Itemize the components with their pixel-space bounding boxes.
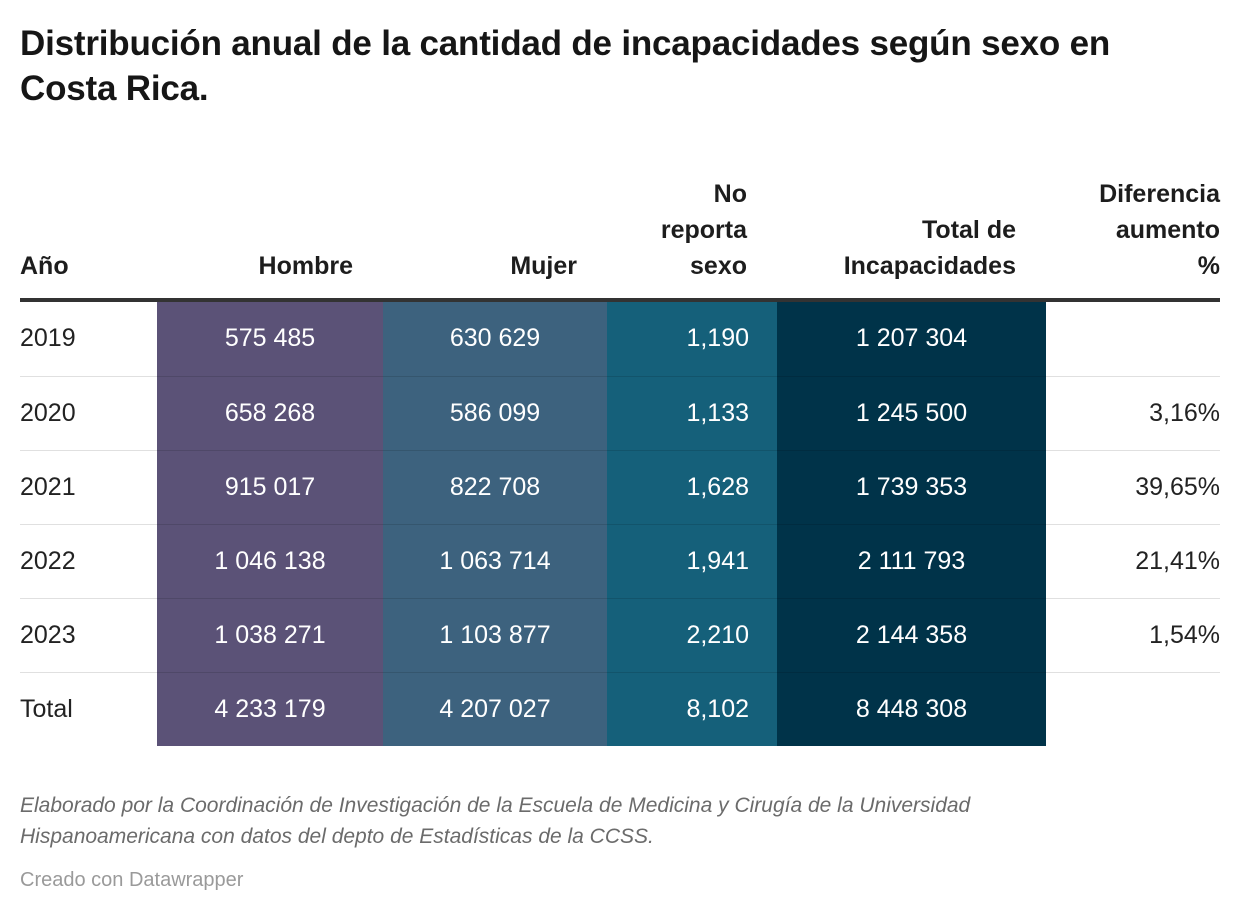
column-header-label: Mujer: [510, 251, 577, 280]
total-cell: 2 144 358: [777, 597, 1046, 672]
mujer-cell: 630 629: [383, 301, 607, 376]
hombre-cell: 658 268: [157, 375, 383, 450]
total-cell: 1 245 500: [777, 375, 1046, 450]
mujer-cell: 586 099: [383, 375, 607, 450]
mujer-cell: 822 708: [383, 449, 607, 524]
no-reporta-cell: 8,102: [607, 671, 777, 746]
source-note: Elaborado por la Coordinación de Investi…: [20, 793, 971, 849]
total-cell: 2 111 793: [777, 523, 1046, 598]
no-reporta-cell: 1,941: [607, 523, 777, 598]
year-cell: 2021: [20, 449, 157, 524]
mujer-cell: 4 207 027: [383, 671, 607, 746]
column-header-label: Total de Incapacidades: [843, 215, 1016, 280]
column-header-label: No reporta sexo: [660, 179, 747, 280]
hombre-cell: 1 038 271: [157, 597, 383, 672]
hombre-cell: 4 233 179: [157, 671, 383, 746]
column-header-label: Año: [20, 251, 69, 280]
year-cell: 2019: [20, 324, 76, 353]
no-reporta-cell: 2,210: [607, 597, 777, 672]
total-cell: 8 448 308: [777, 671, 1046, 746]
diferencia-cell: 1,54%: [1046, 597, 1220, 672]
diferencia-cell: 39,65%: [1046, 449, 1220, 524]
column-header-ano: Año: [20, 248, 157, 298]
table-row: 2023 1 038 271 1 103 877 2,210 2 144 358…: [20, 597, 1220, 672]
mujer-cell: 1 103 877: [383, 597, 607, 672]
diferencia-cell: 3,16%: [1046, 375, 1220, 450]
year-cell: 2023: [20, 597, 157, 672]
total-cell: 1 739 353: [777, 449, 1046, 524]
no-reporta-cell: 1,190: [607, 301, 777, 376]
column-header-hombre: Hombre: [157, 248, 383, 298]
total-cell: 1 207 304: [777, 301, 1046, 376]
column-header-total-incapacidades: Total de Incapacidades: [777, 212, 1046, 298]
table-row: 2020 658 268 586 099 1,133 1 245 500 3,1…: [20, 375, 1220, 450]
table-row-total: Total 4 233 179 4 207 027 8,102 8 448 30…: [20, 671, 1220, 746]
hombre-cell: 575 485: [157, 301, 383, 376]
column-header-no-reporta-sexo: No reporta sexo: [607, 176, 777, 298]
table-row: 2022 1 046 138 1 063 714 1,941 2 111 793…: [20, 523, 1220, 598]
hombre-cell: 1 046 138: [157, 523, 383, 598]
column-header-diferencia-aumento: Diferencia aumento %: [1046, 176, 1220, 298]
diferencia-cell: [1046, 302, 1220, 376]
column-header-mujer: Mujer: [383, 248, 607, 298]
column-header-label: Diferencia aumento %: [1099, 179, 1220, 280]
table-row: 2019 575 485 630 629 1,190 1 207 304: [20, 301, 1220, 376]
table-header-row: Año Hombre Mujer No reporta sexo Total d…: [20, 176, 1220, 302]
year-cell: 2022: [20, 523, 157, 598]
incapacidades-table: Año Hombre Mujer No reporta sexo Total d…: [20, 176, 1220, 746]
table-row: 2021 915 017 822 708 1,628 1 739 353 39,…: [20, 449, 1220, 524]
diferencia-cell: 21,41%: [1046, 523, 1220, 598]
column-header-label: Hombre: [258, 251, 353, 280]
year-cell: Total: [20, 671, 157, 746]
chart-title: Distribución anual de la cantidad de inc…: [20, 24, 1111, 108]
year-cell: 2020: [20, 375, 157, 450]
hombre-cell: 915 017: [157, 449, 383, 524]
diferencia-cell: [1046, 671, 1220, 746]
no-reporta-cell: 1,133: [607, 375, 777, 450]
no-reporta-cell: 1,628: [607, 449, 777, 524]
datawrapper-attribution: Creado con Datawrapper: [20, 868, 244, 891]
mujer-cell: 1 063 714: [383, 523, 607, 598]
